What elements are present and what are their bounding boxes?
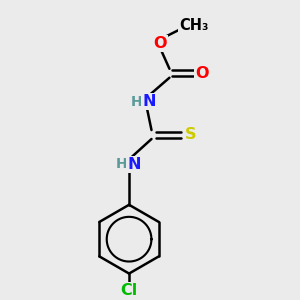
Text: N: N (143, 94, 156, 109)
Text: O: O (196, 66, 209, 81)
Text: H: H (131, 94, 142, 109)
Text: S: S (184, 127, 196, 142)
Text: CH₃: CH₃ (179, 18, 208, 33)
Text: N: N (128, 157, 141, 172)
Text: Cl: Cl (120, 283, 138, 298)
Text: H: H (116, 158, 127, 171)
Text: O: O (154, 36, 167, 51)
